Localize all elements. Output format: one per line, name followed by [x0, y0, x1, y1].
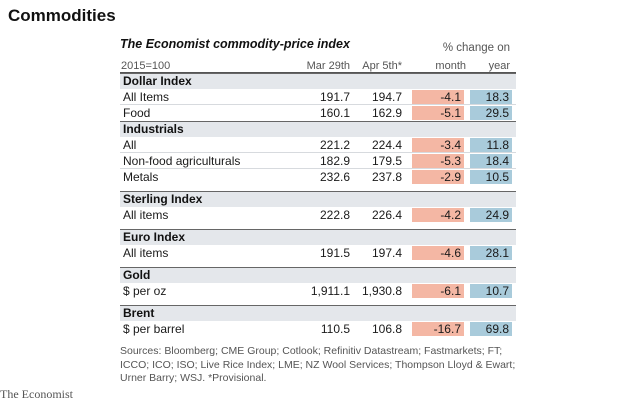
row-label: $ per barrel [123, 322, 185, 336]
section-euro-index: Euro Index All items 191.5 197.4 -4.6 28… [120, 229, 516, 261]
change-month: -2.9 [412, 170, 464, 184]
base-label: 2015=100 [121, 60, 171, 72]
table-title: The Economist commodity-price index [120, 37, 350, 51]
change-year: 29.5 [470, 106, 512, 120]
row-label: Metals [123, 170, 159, 184]
change-year: 18.3 [470, 90, 512, 104]
table-row: Non-food agriculturals 182.9 179.5 -5.3 … [120, 153, 516, 169]
row-label: All Items [123, 90, 170, 104]
section-header: Dollar Index [120, 73, 516, 89]
change-year: 18.4 [470, 154, 512, 168]
sources-note: Sources: Bloomberg; CME Group; Cotlook; … [120, 345, 516, 384]
value-mar29: 160.1 [319, 106, 350, 120]
change-month: -4.6 [412, 246, 464, 260]
change-year: 69.8 [470, 322, 512, 336]
value-apr5: 162.9 [371, 106, 402, 120]
value-apr5: 224.4 [371, 138, 402, 152]
row-label: All items [123, 246, 169, 260]
column-header-month: month [435, 60, 466, 72]
change-year: 28.1 [470, 246, 512, 260]
value-mar29: 221.2 [319, 138, 350, 152]
row-label: All [123, 138, 137, 152]
table-row: Metals 232.6 237.8 -2.9 10.5 [120, 169, 516, 185]
section-industrials: Industrials All 221.2 224.4 -3.4 11.8 No… [120, 121, 516, 185]
change-month: -6.1 [412, 284, 464, 298]
table-row: All Items 191.7 194.7 -4.1 18.3 [120, 89, 516, 105]
section-gold: Gold $ per oz 1,911.1 1,930.8 -6.1 10.7 [120, 267, 516, 299]
value-mar29: 222.8 [319, 208, 350, 222]
value-mar29: 191.5 [319, 246, 350, 260]
table-row: All items 222.8 226.4 -4.2 24.9 [120, 207, 516, 223]
page-title: Commodities [8, 6, 116, 25]
change-month: -4.2 [412, 208, 464, 222]
table-row: All 221.2 224.4 -3.4 11.8 [120, 137, 516, 153]
section-header: Brent [120, 305, 516, 321]
section-header: Gold [120, 267, 516, 283]
change-month: -3.4 [412, 138, 464, 152]
header-rule [120, 72, 516, 73]
table-row: All items 191.5 197.4 -4.6 28.1 [120, 245, 516, 261]
change-year: 10.7 [470, 284, 512, 298]
value-mar29: 110.5 [320, 322, 350, 336]
section-dollar-index: Dollar Index All Items 191.7 194.7 -4.1 … [120, 73, 516, 121]
column-header-date2: Apr 5th* [362, 60, 402, 72]
row-label: Food [123, 106, 151, 120]
value-apr5: 194.7 [371, 90, 402, 104]
change-year: 10.5 [470, 170, 512, 184]
change-year: 11.8 [470, 138, 512, 152]
change-year: 24.9 [470, 208, 512, 222]
value-mar29: 182.9 [319, 154, 350, 168]
change-month: -5.3 [412, 154, 464, 168]
section-header: Euro Index [120, 229, 516, 245]
change-month: -4.1 [412, 90, 464, 104]
row-label: All items [123, 208, 169, 222]
value-apr5: 179.5 [371, 154, 402, 168]
section-brent: Brent $ per barrel 110.5 106.8 -16.7 69.… [120, 305, 516, 337]
column-header-date1: Mar 29th [306, 60, 350, 72]
row-label: Non-food agriculturals [123, 154, 241, 168]
change-month: -16.7 [412, 322, 464, 336]
value-mar29: 191.7 [319, 90, 350, 104]
brand-logo-text: The Economist [0, 387, 73, 401]
table-row: Food 160.1 162.9 -5.1 29.5 [120, 105, 516, 121]
table-row: $ per oz 1,911.1 1,930.8 -6.1 10.7 [120, 283, 516, 299]
table-row: $ per barrel 110.5 106.8 -16.7 69.8 [120, 321, 516, 337]
value-apr5: 237.8 [371, 170, 402, 184]
change-header: % change on [442, 42, 510, 54]
value-mar29: 1,911.1 [310, 284, 350, 298]
value-mar29: 232.6 [319, 170, 350, 184]
value-apr5: 1,930.8 [361, 284, 402, 298]
value-apr5: 197.4 [371, 246, 402, 260]
section-header: Sterling Index [120, 191, 516, 207]
value-apr5: 226.4 [371, 208, 402, 222]
column-header-year: year [488, 60, 510, 72]
section-sterling-index: Sterling Index All items 222.8 226.4 -4.… [120, 191, 516, 223]
change-month: -5.1 [412, 106, 464, 120]
value-apr5: 106.8 [371, 322, 402, 336]
section-header: Industrials [120, 121, 516, 137]
row-label: $ per oz [123, 284, 167, 298]
